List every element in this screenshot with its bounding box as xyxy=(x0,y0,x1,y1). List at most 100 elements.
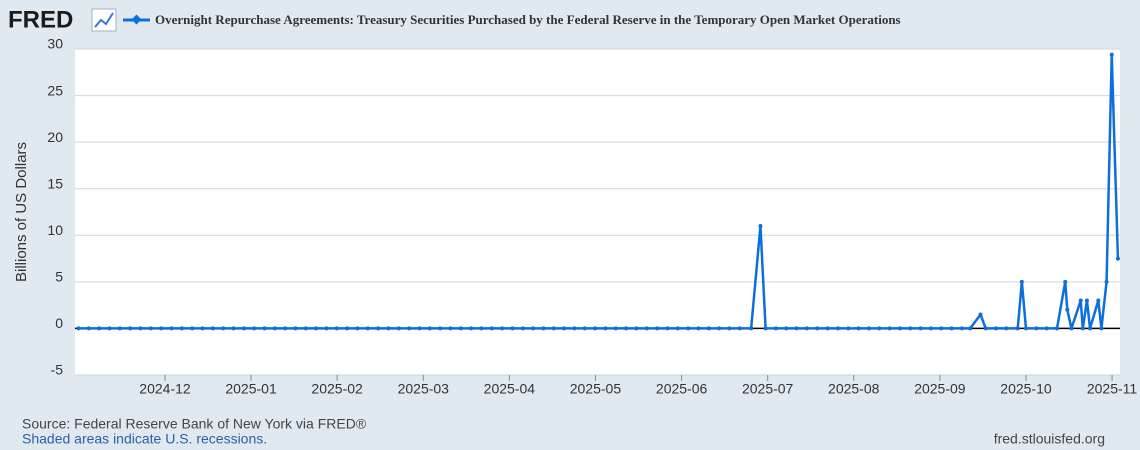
data-point xyxy=(582,326,587,331)
data-point xyxy=(1096,298,1101,303)
data-point xyxy=(179,326,184,331)
data-point xyxy=(1044,326,1049,331)
data-point xyxy=(784,326,789,331)
data-point xyxy=(365,326,370,331)
data-point xyxy=(520,326,525,331)
data-point xyxy=(866,326,871,331)
data-point xyxy=(634,326,639,331)
data-point xyxy=(794,326,799,331)
data-point xyxy=(200,326,205,331)
data-point xyxy=(283,326,288,331)
logo: FRED xyxy=(8,6,73,33)
data-point xyxy=(1104,279,1109,284)
data-point xyxy=(438,326,443,331)
data-point xyxy=(939,326,944,331)
data-point xyxy=(448,326,453,331)
data-point xyxy=(1023,326,1028,331)
data-point xyxy=(928,326,933,331)
data-point xyxy=(97,326,102,331)
data-point xyxy=(1019,279,1024,284)
data-point xyxy=(303,326,308,331)
data-point xyxy=(749,326,754,331)
data-point xyxy=(252,326,257,331)
x-tick-label: 2025-11 xyxy=(1087,381,1138,397)
data-point xyxy=(727,326,732,331)
plot-area xyxy=(75,49,1120,375)
data-point xyxy=(1069,326,1074,331)
data-point xyxy=(949,326,954,331)
x-tick-label: 2025-10 xyxy=(1000,381,1052,397)
data-point xyxy=(763,326,768,331)
y-tick-label: 5 xyxy=(55,269,63,285)
data-point xyxy=(655,326,660,331)
data-point xyxy=(479,326,484,331)
data-point xyxy=(994,326,999,331)
data-point xyxy=(334,326,339,331)
y-tick-label: 10 xyxy=(47,222,63,238)
data-point xyxy=(314,326,319,331)
logo-icon xyxy=(91,8,117,32)
data-point xyxy=(500,326,505,331)
data-point xyxy=(541,326,546,331)
data-point xyxy=(675,326,680,331)
x-tick-label: 2025-04 xyxy=(484,381,536,397)
data-point xyxy=(117,326,122,331)
data-point xyxy=(1080,326,1085,331)
data-point xyxy=(562,326,567,331)
data-point xyxy=(1078,298,1083,303)
data-point xyxy=(758,223,763,228)
data-point xyxy=(469,326,474,331)
data-point xyxy=(1054,326,1059,331)
data-point xyxy=(603,326,608,331)
data-point xyxy=(572,326,577,331)
data-point xyxy=(696,326,701,331)
data-point xyxy=(613,326,618,331)
data-point xyxy=(1099,326,1104,331)
x-tick-label: 2025-08 xyxy=(828,381,880,397)
legend-label: Overnight Repurchase Agreements: Treasur… xyxy=(155,12,901,27)
data-point xyxy=(706,326,711,331)
data-point xyxy=(86,326,91,331)
data-point xyxy=(665,326,670,331)
data-point xyxy=(386,326,391,331)
x-tick-label: 2025-03 xyxy=(398,381,450,397)
data-point xyxy=(272,326,277,331)
data-point xyxy=(1109,52,1114,57)
data-point xyxy=(221,326,226,331)
data-point xyxy=(593,326,598,331)
data-point xyxy=(376,326,381,331)
data-point xyxy=(1088,326,1093,331)
data-point xyxy=(983,326,988,331)
data-point xyxy=(417,326,422,331)
data-point xyxy=(825,326,830,331)
y-tick-label: 25 xyxy=(47,82,63,98)
data-point xyxy=(159,326,164,331)
data-point xyxy=(510,326,515,331)
x-tick-label: 2025-09 xyxy=(914,381,966,397)
data-point xyxy=(128,326,133,331)
data-point xyxy=(897,326,902,331)
legend-marker xyxy=(131,14,142,25)
data-point xyxy=(1084,298,1089,303)
data-point xyxy=(644,326,649,331)
data-point xyxy=(717,326,722,331)
data-point xyxy=(76,326,81,331)
data-point xyxy=(968,326,973,331)
data-point xyxy=(1063,279,1068,284)
data-point xyxy=(190,326,195,331)
x-tick-label: 2025-06 xyxy=(656,381,708,397)
data-point xyxy=(1004,326,1009,331)
data-point xyxy=(148,326,153,331)
data-point xyxy=(773,326,778,331)
x-tick-label: 2025-05 xyxy=(570,381,622,397)
footer-source: Source: Federal Reserve Bank of New York… xyxy=(22,416,367,432)
data-point xyxy=(1015,326,1020,331)
x-tick-label: 2025-01 xyxy=(225,381,277,397)
y-tick-label: 0 xyxy=(55,315,63,331)
data-point xyxy=(887,326,892,331)
data-point xyxy=(804,326,809,331)
data-point xyxy=(846,326,851,331)
data-point xyxy=(1034,326,1039,331)
